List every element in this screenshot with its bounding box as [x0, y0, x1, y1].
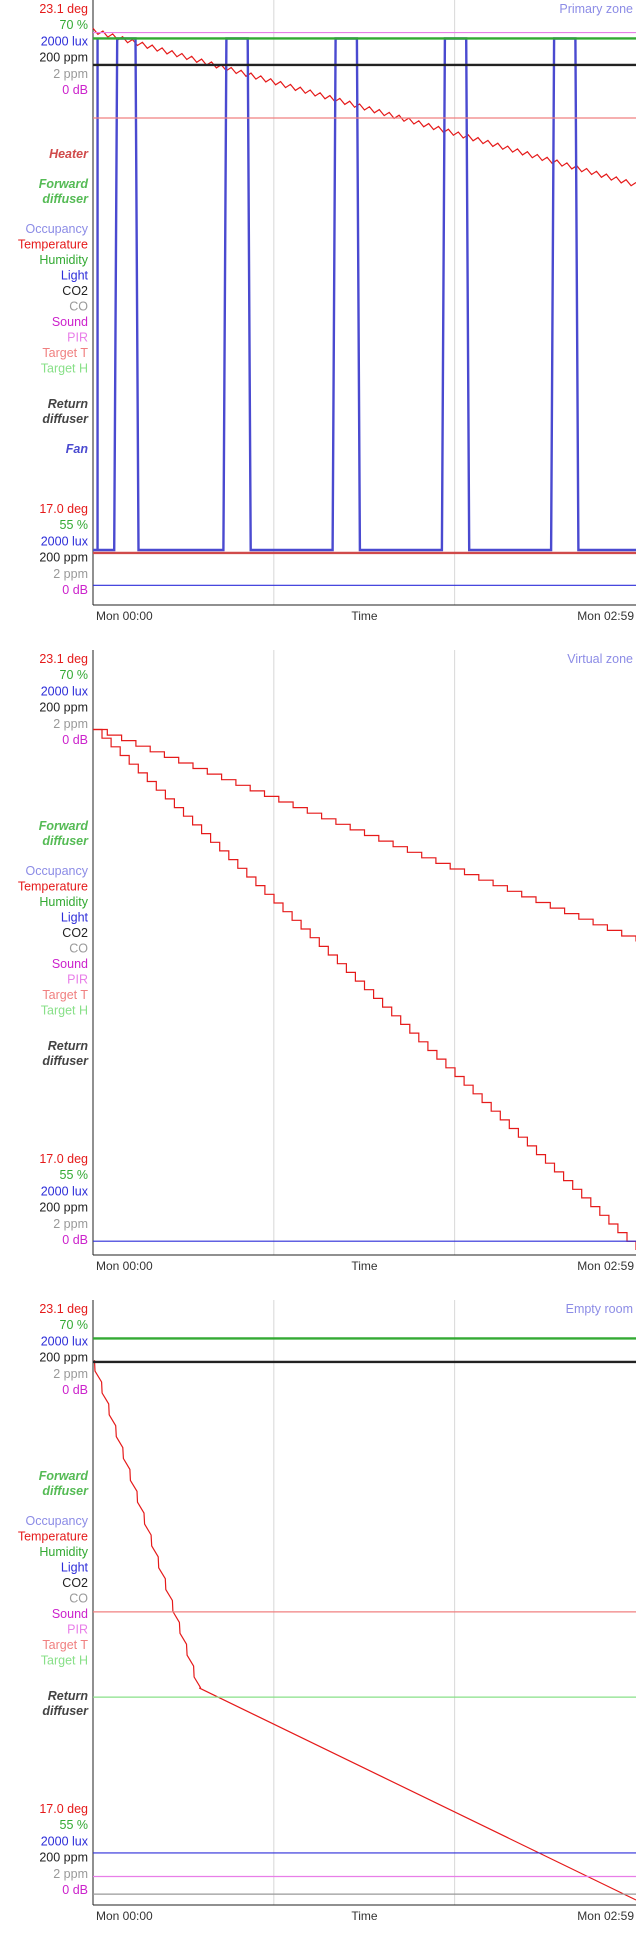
scale-bottom-light: 2000 lux: [41, 1184, 89, 1198]
x-axis-title: Time: [351, 1259, 378, 1273]
legend-temperature: Temperature: [18, 238, 88, 252]
scale-bottom-light: 2000 lux: [41, 1834, 89, 1848]
block-label-return-diffuser: Return: [48, 1039, 89, 1053]
block-label-forward-diffuser: diffuser: [42, 834, 89, 848]
scale-top-co: 2 ppm: [53, 1367, 88, 1381]
legend-humidity: Humidity: [39, 1545, 88, 1559]
block-label-return-diffuser: diffuser: [42, 412, 89, 426]
block-label-return-diffuser: diffuser: [42, 1054, 89, 1068]
series-fan: [93, 37, 636, 552]
block-label-fan: Fan: [66, 442, 89, 456]
legend-light: Light: [61, 911, 89, 925]
series-temperature: [198, 1687, 636, 1901]
legend-co: CO: [69, 300, 88, 314]
scale-bottom-co: 2 ppm: [53, 567, 88, 581]
x-tick-label-start: Mon 00:00: [96, 1909, 153, 1923]
legend-target-h: Target H: [41, 362, 88, 376]
scale-top-co: 2 ppm: [53, 67, 88, 81]
scale-bottom-humidity: 55 %: [60, 1818, 89, 1832]
legend-target-t: Target T: [42, 346, 88, 360]
legend-sound: Sound: [52, 1607, 88, 1621]
scale-top-light: 2000 lux: [41, 34, 89, 48]
legend-co2: CO2: [62, 1576, 88, 1590]
legend-occupancy: Occupancy: [25, 222, 88, 236]
scale-bottom-humidity: 55 %: [60, 1168, 89, 1182]
legend-light: Light: [61, 269, 89, 283]
legend-target-h: Target H: [41, 1654, 88, 1668]
scale-bottom-light: 2000 lux: [41, 534, 89, 548]
block-label-forward-diffuser: diffuser: [42, 192, 89, 206]
scale-top-co2: 200 ppm: [39, 701, 88, 715]
legend-occupancy: Occupancy: [25, 864, 88, 878]
scale-top-co2: 200 ppm: [39, 1351, 88, 1365]
legend-co2: CO2: [62, 926, 88, 940]
legend-occupancy: Occupancy: [25, 1514, 88, 1528]
scale-bottom-temperature: 17.0 deg: [39, 502, 88, 516]
zone-title: Empty room: [566, 1302, 633, 1316]
legend-pir: PIR: [67, 1623, 88, 1637]
series-temperature: [92, 27, 636, 187]
scale-top-co2: 200 ppm: [39, 51, 88, 65]
scale-top-light: 2000 lux: [41, 1334, 89, 1348]
x-axis-title: Time: [351, 609, 378, 623]
series-temperature: [93, 728, 636, 942]
scale-bottom-co2: 200 ppm: [39, 551, 88, 565]
x-tick-label-end: Mon 02:59: [577, 1259, 634, 1273]
legend-pir: PIR: [67, 973, 88, 987]
scale-bottom-co: 2 ppm: [53, 1867, 88, 1881]
scale-bottom-co2: 200 ppm: [39, 1851, 88, 1865]
scale-bottom-co2: 200 ppm: [39, 1201, 88, 1215]
legend-temperature: Temperature: [18, 880, 88, 894]
legend-humidity: Humidity: [39, 253, 88, 267]
scale-top-light: 2000 lux: [41, 684, 89, 698]
block-label-return-diffuser: Return: [48, 397, 89, 411]
zone-title: Virtual zone: [567, 652, 633, 666]
block-label-forward-diffuser: diffuser: [42, 1484, 89, 1498]
x-tick-label-end: Mon 02:59: [577, 1909, 634, 1923]
scale-bottom-temperature: 17.0 deg: [39, 1802, 88, 1816]
scale-top-sound: 0 dB: [62, 733, 88, 747]
scale-bottom-co: 2 ppm: [53, 1217, 88, 1231]
scale-top-temperature: 23.1 deg: [39, 1302, 88, 1316]
block-label-forward-diffuser: Forward: [39, 177, 89, 191]
scale-top-humidity: 70 %: [60, 668, 89, 682]
block-label-forward-diffuser: Forward: [39, 1469, 89, 1483]
block-label-forward-diffuser: Forward: [39, 819, 89, 833]
legend-target-h: Target H: [41, 1004, 88, 1018]
legend-co2: CO2: [62, 284, 88, 298]
scale-bottom-temperature: 17.0 deg: [39, 1152, 88, 1166]
x-tick-label-start: Mon 00:00: [96, 609, 153, 623]
block-label-heater: Heater: [49, 147, 89, 161]
scale-top-humidity: 70 %: [60, 18, 89, 32]
scale-top-humidity: 70 %: [60, 1318, 89, 1332]
legend-target-t: Target T: [42, 1638, 88, 1652]
scale-bottom-sound: 0 dB: [62, 1883, 88, 1897]
scale-bottom-humidity: 55 %: [60, 518, 89, 532]
scale-bottom-sound: 0 dB: [62, 583, 88, 597]
scale-top-sound: 0 dB: [62, 1383, 88, 1397]
x-tick-label-start: Mon 00:00: [96, 1259, 153, 1273]
legend-co: CO: [69, 1592, 88, 1606]
legend-humidity: Humidity: [39, 895, 88, 909]
series-temperature: [93, 1360, 202, 1689]
x-axis-title: Time: [351, 1909, 378, 1923]
legend-pir: PIR: [67, 331, 88, 345]
legend-light: Light: [61, 1561, 89, 1575]
block-label-return-diffuser: Return: [48, 1689, 89, 1703]
zone-title: Primary zone: [559, 2, 633, 16]
scale-bottom-sound: 0 dB: [62, 1233, 88, 1247]
x-tick-label-end: Mon 02:59: [577, 609, 634, 623]
scale-top-temperature: 23.1 deg: [39, 2, 88, 16]
legend-sound: Sound: [52, 957, 88, 971]
scale-top-temperature: 23.1 deg: [39, 652, 88, 666]
legend-co: CO: [69, 942, 88, 956]
series-temperature: [93, 728, 636, 1250]
scale-top-sound: 0 dB: [62, 83, 88, 97]
legend-temperature: Temperature: [18, 1530, 88, 1544]
legend-target-t: Target T: [42, 988, 88, 1002]
legend-sound: Sound: [52, 315, 88, 329]
scale-top-co: 2 ppm: [53, 717, 88, 731]
block-label-return-diffuser: diffuser: [42, 1704, 89, 1718]
